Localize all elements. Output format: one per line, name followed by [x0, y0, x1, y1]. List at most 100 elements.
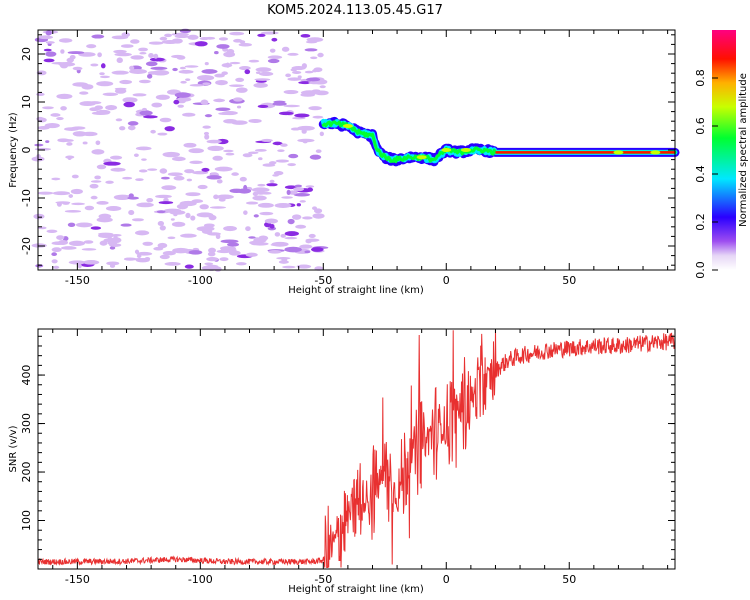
noise-blob	[254, 78, 271, 81]
noise-blob	[298, 81, 312, 85]
noise-blob	[56, 235, 65, 240]
noise-blob	[214, 266, 222, 272]
noise-blob	[84, 205, 95, 211]
noise-blob	[113, 194, 131, 201]
noise-blob	[60, 246, 77, 250]
noise-blob	[188, 250, 203, 255]
noise-blob	[184, 169, 195, 174]
noise-blob	[197, 184, 208, 190]
noise-blob	[297, 75, 302, 79]
noise-blob	[253, 214, 259, 218]
noise-blob	[71, 202, 85, 206]
noise-blob	[209, 206, 226, 209]
noise-blob	[212, 155, 223, 161]
noise-blob	[159, 254, 170, 260]
noise-blob	[155, 194, 172, 199]
noise-blob	[208, 247, 217, 254]
noise-blob	[299, 200, 306, 203]
noise-blob	[204, 62, 209, 66]
noise-blob	[164, 208, 182, 212]
noise-blob	[149, 57, 165, 62]
noise-blob	[196, 212, 214, 218]
noise-blob	[51, 259, 58, 264]
noise-blob	[141, 158, 147, 161]
noise-blob	[181, 201, 191, 204]
noise-blob	[134, 230, 150, 236]
noise-blob	[167, 236, 176, 240]
noise-blob	[148, 41, 164, 45]
noise-blob	[173, 175, 185, 181]
noise-blob	[296, 203, 301, 207]
noise-blob	[129, 65, 135, 71]
noise-blob	[264, 218, 278, 224]
noise-blob	[60, 106, 67, 111]
noise-blob	[269, 223, 275, 229]
noise-blob	[244, 69, 251, 75]
colorbar-ticks: 0.0 0.2 0.4 0.6 0.8	[694, 69, 718, 279]
snr-frame	[37, 328, 676, 570]
noise-blob	[52, 191, 71, 196]
noise-blob	[254, 148, 267, 152]
noise-blob	[146, 198, 154, 203]
noise-blob	[142, 241, 154, 246]
noise-blob	[225, 152, 235, 156]
noise-blob	[314, 90, 329, 96]
noise-blob	[284, 236, 298, 240]
noise-blob	[207, 145, 224, 151]
noise-blob	[174, 92, 191, 98]
colorbar-label: Normalized spectral amplitude	[738, 73, 749, 227]
noise-blob	[145, 61, 158, 67]
noise-blob	[249, 240, 262, 245]
noise-blob	[315, 149, 322, 153]
noise-blob	[119, 79, 133, 85]
noise-blob	[257, 104, 269, 108]
signal-peak	[342, 124, 353, 128]
noise-blob	[144, 256, 151, 261]
noise-blob	[95, 140, 101, 146]
noise-blob	[98, 233, 114, 239]
noise-blob	[158, 201, 174, 205]
noise-blob	[207, 251, 216, 257]
noise-blob	[288, 153, 299, 159]
noise-blob	[66, 142, 73, 146]
noise-blob	[138, 169, 148, 173]
noise-blob	[75, 222, 93, 228]
noise-blob	[99, 72, 105, 76]
noise-blob	[216, 44, 230, 49]
signal-peak	[650, 150, 661, 155]
noise-blob	[304, 250, 311, 254]
noise-blob	[94, 175, 101, 180]
noise-blob	[121, 32, 130, 38]
noise-blob	[42, 106, 54, 110]
snr-background	[38, 329, 675, 569]
noise-blob	[215, 79, 228, 86]
noise-blob	[90, 195, 98, 200]
noise-blob	[56, 116, 64, 121]
noise-blob	[229, 31, 245, 36]
noise-blob	[312, 213, 325, 219]
noise-blob	[206, 175, 222, 180]
noise-blob	[196, 75, 215, 81]
noise-blob	[245, 226, 251, 232]
noise-blob	[164, 126, 175, 132]
noise-blob	[115, 118, 123, 122]
noise-blob	[248, 236, 256, 239]
noise-blob	[287, 52, 299, 56]
noise-blob	[185, 78, 191, 82]
noise-blob	[253, 82, 268, 88]
noise-blob	[245, 201, 259, 205]
noise-blob	[147, 73, 153, 79]
noise-blob	[157, 221, 165, 227]
noise-blob	[283, 89, 299, 95]
noise-blob	[287, 77, 302, 81]
noise-blob	[201, 167, 210, 172]
snr-xtick-label: -50	[314, 573, 332, 586]
noise-blob	[136, 202, 154, 208]
noise-blob	[272, 141, 283, 146]
noise-blob	[278, 111, 294, 116]
colorbar-gradient	[712, 30, 736, 270]
noise-blob	[72, 131, 87, 137]
noise-blob	[243, 210, 248, 215]
noise-blob	[129, 68, 148, 74]
noise-blob	[189, 84, 205, 87]
